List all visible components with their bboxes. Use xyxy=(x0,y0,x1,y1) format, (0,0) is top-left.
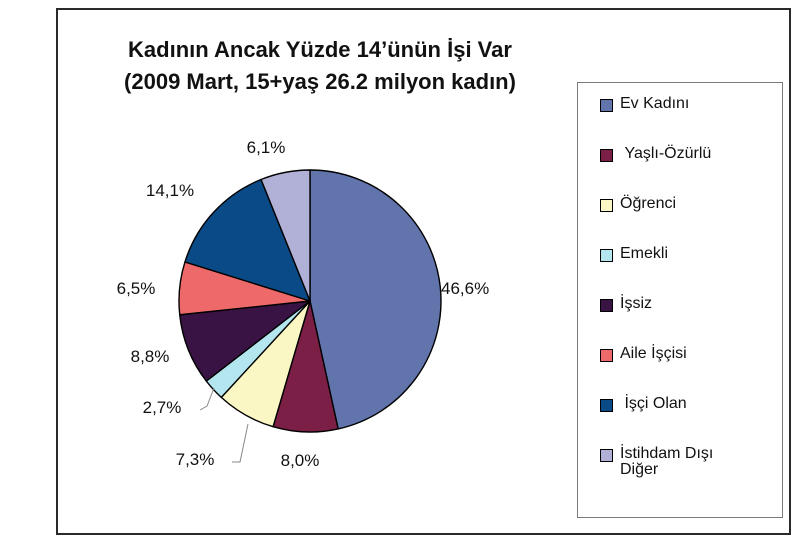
legend-swatch-7 xyxy=(600,399,613,412)
leader-line-3 xyxy=(232,423,249,463)
slice-label-3: 7,3% xyxy=(176,450,215,469)
legend-swatch-3 xyxy=(600,199,613,212)
slice-label-5: 8,8% xyxy=(131,347,170,366)
slice-label-1: 46,6% xyxy=(441,279,489,298)
leader-line-4 xyxy=(199,387,215,411)
chart-title: Kadının Ancak Yüzde 14’ünün İşi Var xyxy=(128,37,512,62)
legend-item-2: Yaşlı-Özürlü xyxy=(600,146,780,162)
pie-slices xyxy=(178,169,442,433)
slice-labels: 46,6% 8,0% 7,3% 2,7% 8,8% 6,5% 14,1% 6,1% xyxy=(117,138,490,470)
legend-item-5: İşsiz xyxy=(600,296,780,312)
legend-item-1: Ev Kadını xyxy=(600,96,780,112)
legend-swatch-8 xyxy=(600,449,613,462)
legend: Ev Kadını Yaşlı-Özürlü Öğrenci Emekli İşsiz… xyxy=(577,82,783,518)
slice-label-6: 6,5% xyxy=(117,279,156,298)
slice-label-7: 14,1% xyxy=(146,181,194,200)
chart-subtitle: (2009 Mart, 15+yaş 26.2 milyon kadın) xyxy=(124,69,516,94)
legend-label-2: Yaşlı-Özürlü xyxy=(620,145,712,162)
legend-label-6: Aile İşçisi xyxy=(620,345,687,362)
legend-item-3: Öğrenci xyxy=(600,196,780,212)
legend-label-3: Öğrenci xyxy=(620,195,677,212)
legend-label-8: İstihdam Dışı Diğer xyxy=(620,445,714,478)
legend-item-7: İşçi Olan xyxy=(600,396,780,412)
legend-label-4: Emekli xyxy=(620,245,669,262)
legend-item-6: Aile İşçisi xyxy=(600,346,780,362)
pie-slice-1 xyxy=(309,169,442,430)
legend-swatch-5 xyxy=(600,299,613,312)
slice-label-2: 8,0% xyxy=(281,451,320,470)
legend-label-7: İşçi Olan xyxy=(620,395,687,412)
leader-lines xyxy=(199,387,249,463)
legend-swatch-4 xyxy=(600,249,613,262)
legend-item-4: Emekli xyxy=(600,246,780,262)
legend-label-1: Ev Kadını xyxy=(620,95,690,112)
chart-frame xyxy=(56,8,791,535)
legend-swatch-1 xyxy=(600,99,613,112)
slice-label-4: 2,7% xyxy=(143,398,182,417)
pie-slice-7 xyxy=(184,178,311,302)
legend-item-8: İstihdam Dışı Diğer xyxy=(600,446,780,478)
slice-label-8: 6,1% xyxy=(247,138,286,157)
legend-swatch-6 xyxy=(600,349,613,362)
legend-swatch-2 xyxy=(600,149,613,162)
legend-label-5: İşsiz xyxy=(620,295,652,312)
pie-slice-8 xyxy=(260,169,311,302)
